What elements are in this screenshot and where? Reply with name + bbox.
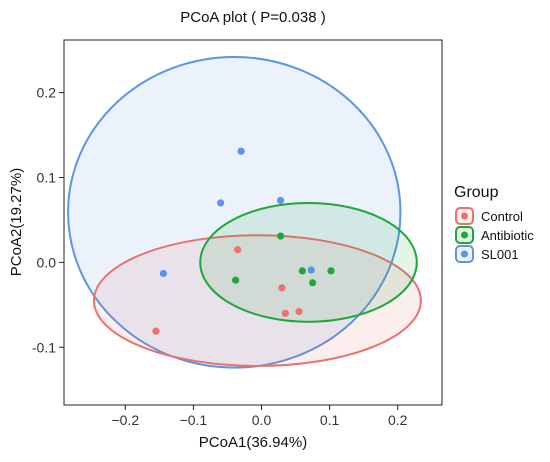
confidence-ellipse-control	[92, 234, 422, 367]
y-tick-label: 0.1	[37, 170, 57, 186]
point-control-4	[281, 309, 289, 317]
point-antibiotic-5	[327, 267, 335, 275]
legend-marker-antibiotic	[461, 231, 468, 239]
ellipses-layer	[67, 55, 422, 369]
legend-item-control: Control	[455, 207, 523, 225]
point-antibiotic-3	[298, 267, 306, 275]
x-tick-label: 0.1	[320, 412, 340, 428]
point-antibiotic-2	[276, 232, 285, 240]
y-tick-label: -0.1	[32, 339, 56, 355]
x-tick-label: 0.0	[252, 412, 272, 428]
point-antibiotic-1	[232, 276, 240, 284]
y-axis: -0.1 0.0 0.1 0.2	[32, 85, 64, 355]
y-tick-label: 0.2	[37, 85, 57, 101]
point-control-5	[295, 308, 303, 316]
legend-item-antibiotic: Antibiotic	[455, 226, 534, 244]
x-tick-label: 0.2	[388, 412, 408, 428]
legend-label-control: Control	[481, 209, 523, 224]
point-antibiotic-4	[308, 279, 317, 287]
legend-label-sl001: SL001	[481, 247, 519, 262]
point-control-2	[234, 246, 242, 254]
x-axis-title: PCoA1(36.94%)	[199, 434, 307, 451]
legend-item-sl001: SL001	[455, 245, 519, 263]
chart-title: PCoA plot ( P=0.038 )	[180, 9, 326, 26]
plot-panel-border	[63, 39, 443, 406]
confidence-ellipse-antibiotic	[199, 201, 418, 323]
point-sl001-3	[237, 147, 245, 155]
point-sl001-1	[159, 269, 168, 278]
legend-label-antibiotic: Antibiotic	[481, 228, 534, 243]
x-tick-label: −0.1	[180, 412, 208, 428]
point-control-1	[152, 327, 160, 335]
confidence-ellipse-sl001	[67, 55, 402, 369]
legend-marker-sl001	[461, 250, 468, 258]
legend: Group Control Antibiotic SL001	[454, 184, 534, 263]
point-sl001-2	[217, 199, 225, 207]
legend-marker-control	[461, 212, 468, 220]
point-control-3	[278, 284, 286, 292]
legend-title: Group	[454, 184, 499, 201]
x-tick-label: −0.2	[111, 412, 139, 428]
point-sl001-5	[307, 266, 315, 274]
y-tick-label: 0.0	[37, 254, 57, 270]
points-layer	[152, 147, 335, 335]
point-sl001-4	[276, 196, 285, 205]
y-axis-title: PCoA2(19.27%)	[8, 168, 25, 276]
x-axis: −0.2 −0.1 0.0 0.1 0.2	[111, 405, 408, 428]
